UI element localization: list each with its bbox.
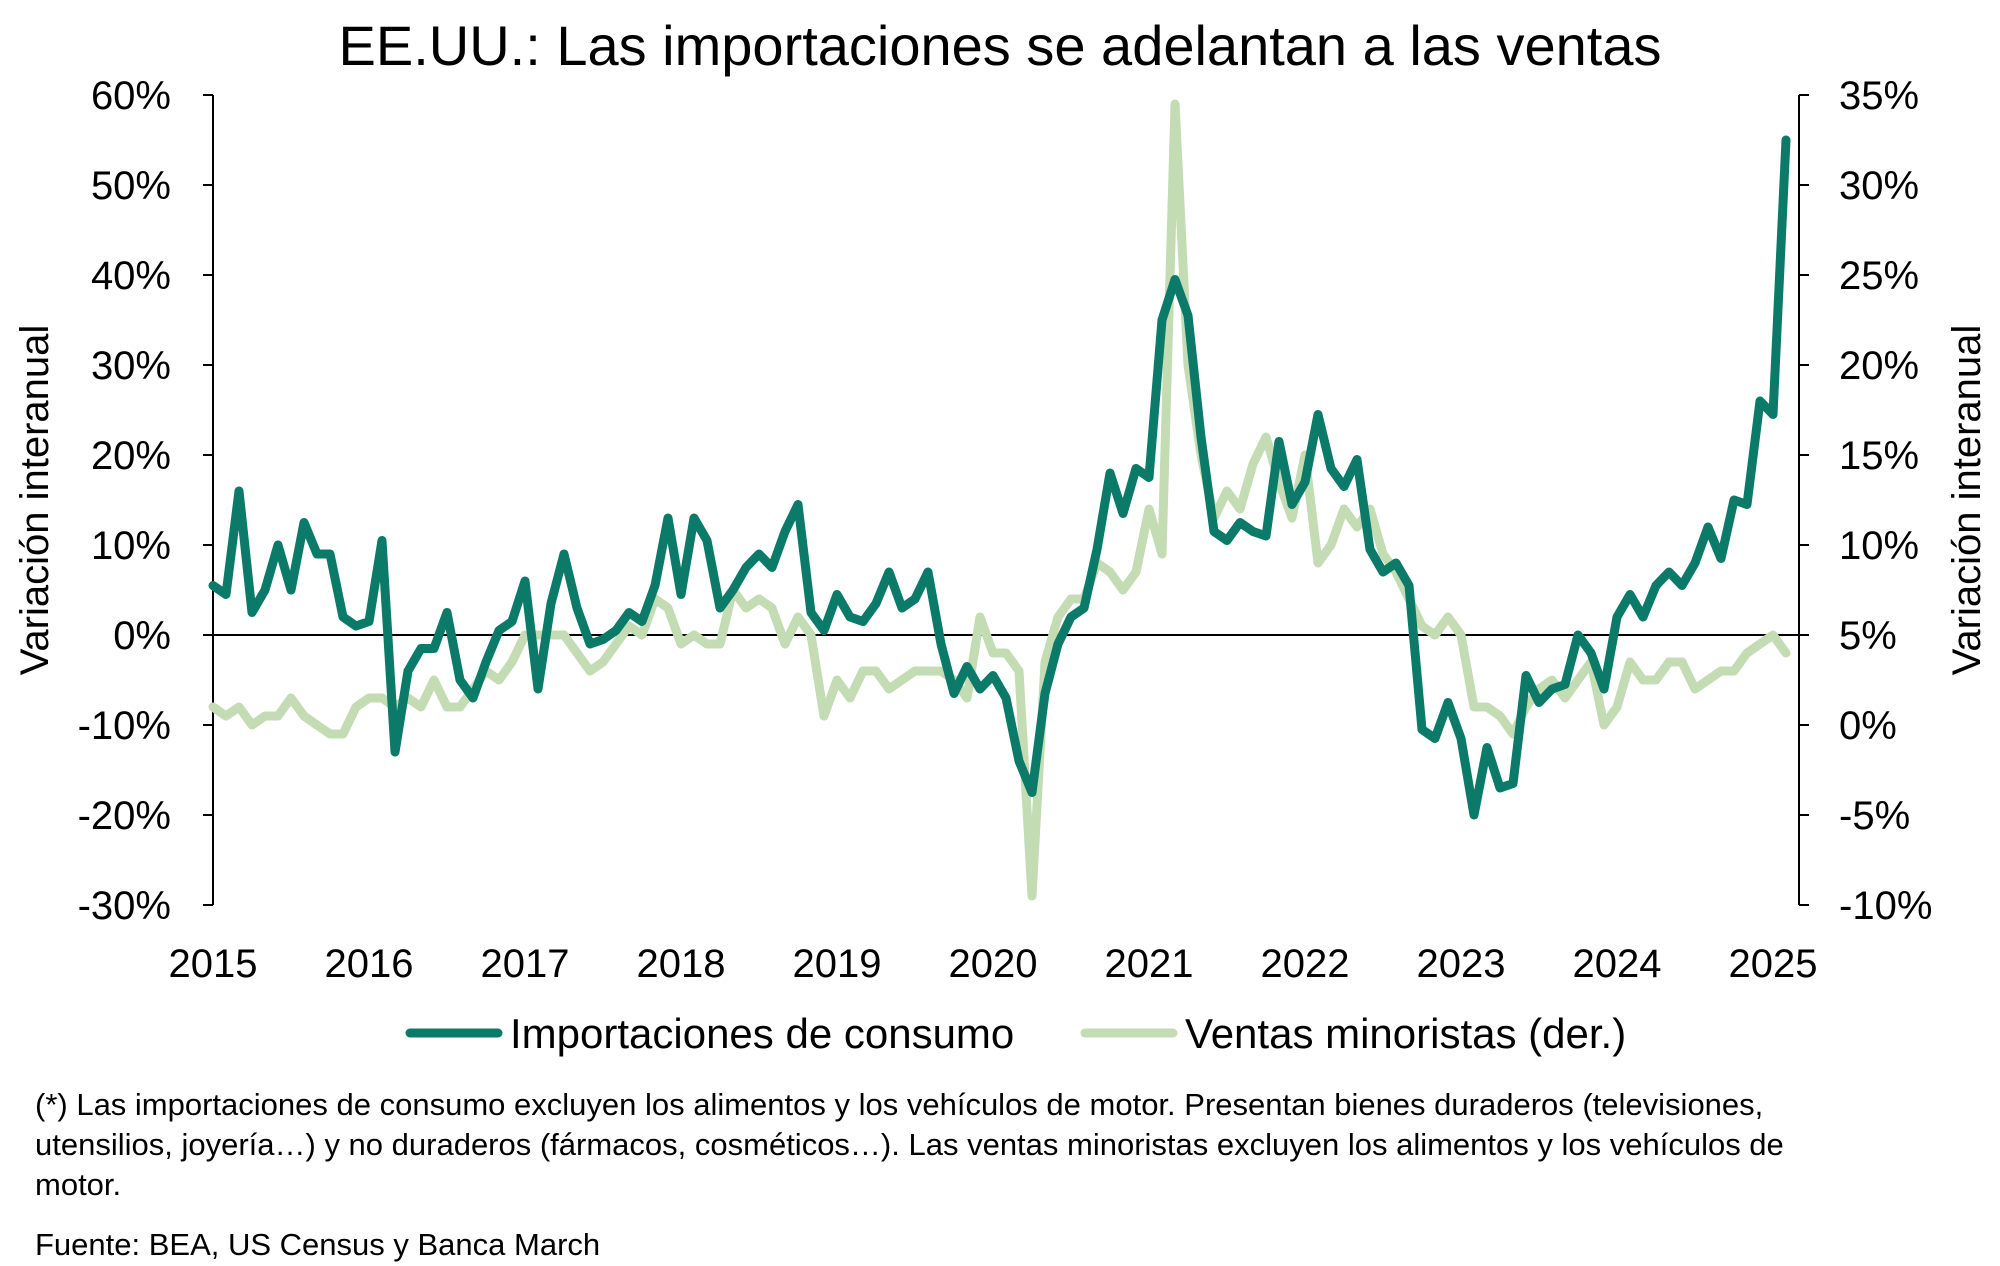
right-axis-label: Variación interanual (1945, 325, 1989, 676)
x-tick-label: 2015 (169, 942, 258, 986)
chart-title: EE.UU.: Las importaciones se adelantan a… (339, 14, 1662, 77)
right-tick-label: -5% (1839, 794, 1910, 838)
left-axis-label: Variación interanual (13, 325, 57, 676)
left-tick-label: -20% (78, 794, 171, 838)
chart: EE.UU.: Las importaciones se adelantan a… (13, 14, 1989, 1057)
right-y-axis: 35% 30% 25% 20% 15% 10% 5% 0% -5% -10% (1799, 74, 1932, 928)
legend: Importaciones de consumo Ventas minorist… (405, 1010, 1626, 1057)
left-tick-label: -10% (78, 704, 171, 748)
x-tick-label: 2024 (1573, 942, 1662, 986)
series-line-ventas-minoristas (208, 99, 1791, 901)
right-tick-label: 30% (1839, 164, 1919, 208)
left-tick-label: 10% (91, 524, 171, 568)
right-tick-label: -10% (1839, 884, 1932, 928)
left-tick-label: 20% (91, 434, 171, 478)
x-tick-label: 2016 (325, 942, 414, 986)
x-tick-label: 2022 (1261, 942, 1350, 986)
legend-label-importaciones: Importaciones de consumo (510, 1010, 1014, 1057)
x-tick-label: 2021 (1105, 942, 1194, 986)
source-text: Fuente: BEA, US Census y Banca March (35, 1227, 601, 1262)
right-tick-label: 15% (1839, 434, 1919, 478)
x-tick-label: 2023 (1417, 942, 1506, 986)
legend-label-ventas: Ventas minoristas (der.) (1185, 1010, 1626, 1057)
left-tick-label: -30% (78, 884, 171, 928)
x-tick-label: 2018 (637, 942, 726, 986)
x-tick-label: 2025 (1729, 942, 1818, 986)
left-y-axis: 60% 50% 40% 30% 20% 10% 0% -10% -20% -30% (78, 74, 213, 928)
left-tick-label: 30% (91, 344, 171, 388)
left-tick-label: 50% (91, 164, 171, 208)
right-tick-label: 10% (1839, 524, 1919, 568)
right-tick-label: 0% (1839, 704, 1897, 748)
left-tick-label: 0% (113, 614, 171, 658)
footnote: (*) Las importaciones de consumo excluye… (35, 1087, 1784, 1202)
right-tick-label: 25% (1839, 254, 1919, 298)
right-tick-label: 5% (1839, 614, 1897, 658)
series-line-importaciones (208, 135, 1791, 820)
right-tick-label: 20% (1839, 344, 1919, 388)
x-tick-label: 2019 (793, 942, 882, 986)
x-tick-label: 2017 (481, 942, 570, 986)
right-tick-label: 35% (1839, 74, 1919, 118)
x-tick-label: 2020 (949, 942, 1038, 986)
left-tick-label: 60% (91, 74, 171, 118)
left-tick-label: 40% (91, 254, 171, 298)
x-axis: 2015 2016 2017 2018 2019 2020 2021 2022 2023 2024… (169, 942, 1818, 986)
